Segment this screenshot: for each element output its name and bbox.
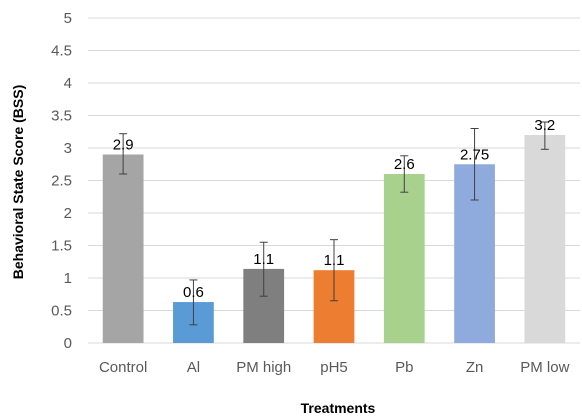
y-tick-label: 0 xyxy=(64,335,72,352)
data-label: 2.9 xyxy=(113,137,134,154)
y-axis-title: Behavioral State Score (BSS) xyxy=(10,85,26,280)
data-label: 2.75 xyxy=(460,146,489,163)
x-category-label: Zn xyxy=(466,359,484,376)
x-category-label: Al xyxy=(187,359,200,376)
y-tick-label: 3.5 xyxy=(51,108,72,125)
x-category-label: PM low xyxy=(520,359,569,376)
x-category-label: pH5 xyxy=(320,359,348,376)
y-axis-ticks: 0 0.5 1 1.5 2 2.5 3 3.5 4 4.5 5 xyxy=(51,10,72,352)
y-tick-label: 2 xyxy=(64,205,72,222)
y-tick-label: 3 xyxy=(64,140,72,157)
y-tick-label: 0.5 xyxy=(51,303,72,320)
data-label: 2.6 xyxy=(394,156,415,173)
data-labels: 2.9 0.6 1.1 1.1 2.6 2.75 3.2 xyxy=(113,117,556,301)
x-axis-title: Treatments xyxy=(301,400,376,416)
y-tick-label: 5 xyxy=(64,10,72,27)
data-label: 0.6 xyxy=(183,284,204,301)
y-tick-label: 1.5 xyxy=(51,238,72,255)
data-label: 3.2 xyxy=(534,117,555,134)
y-tick-label: 1 xyxy=(64,270,72,287)
x-category-label: Pb xyxy=(395,359,413,376)
bar xyxy=(524,135,566,343)
y-tick-label: 4 xyxy=(64,75,72,92)
y-tick-label: 4.5 xyxy=(51,43,72,60)
gridlines xyxy=(88,17,580,344)
bars xyxy=(102,135,566,343)
x-category-label: PM high xyxy=(236,359,291,376)
data-label: 1.1 xyxy=(253,251,274,268)
x-axis-categories: Control Al PM high pH5 Pb Zn PM low xyxy=(99,359,570,376)
bar xyxy=(102,154,144,343)
bar xyxy=(383,174,425,343)
data-label: 1.1 xyxy=(324,252,345,269)
y-tick-label: 2.5 xyxy=(51,173,72,190)
x-category-label: Control xyxy=(99,359,147,376)
error-bars xyxy=(119,121,549,326)
